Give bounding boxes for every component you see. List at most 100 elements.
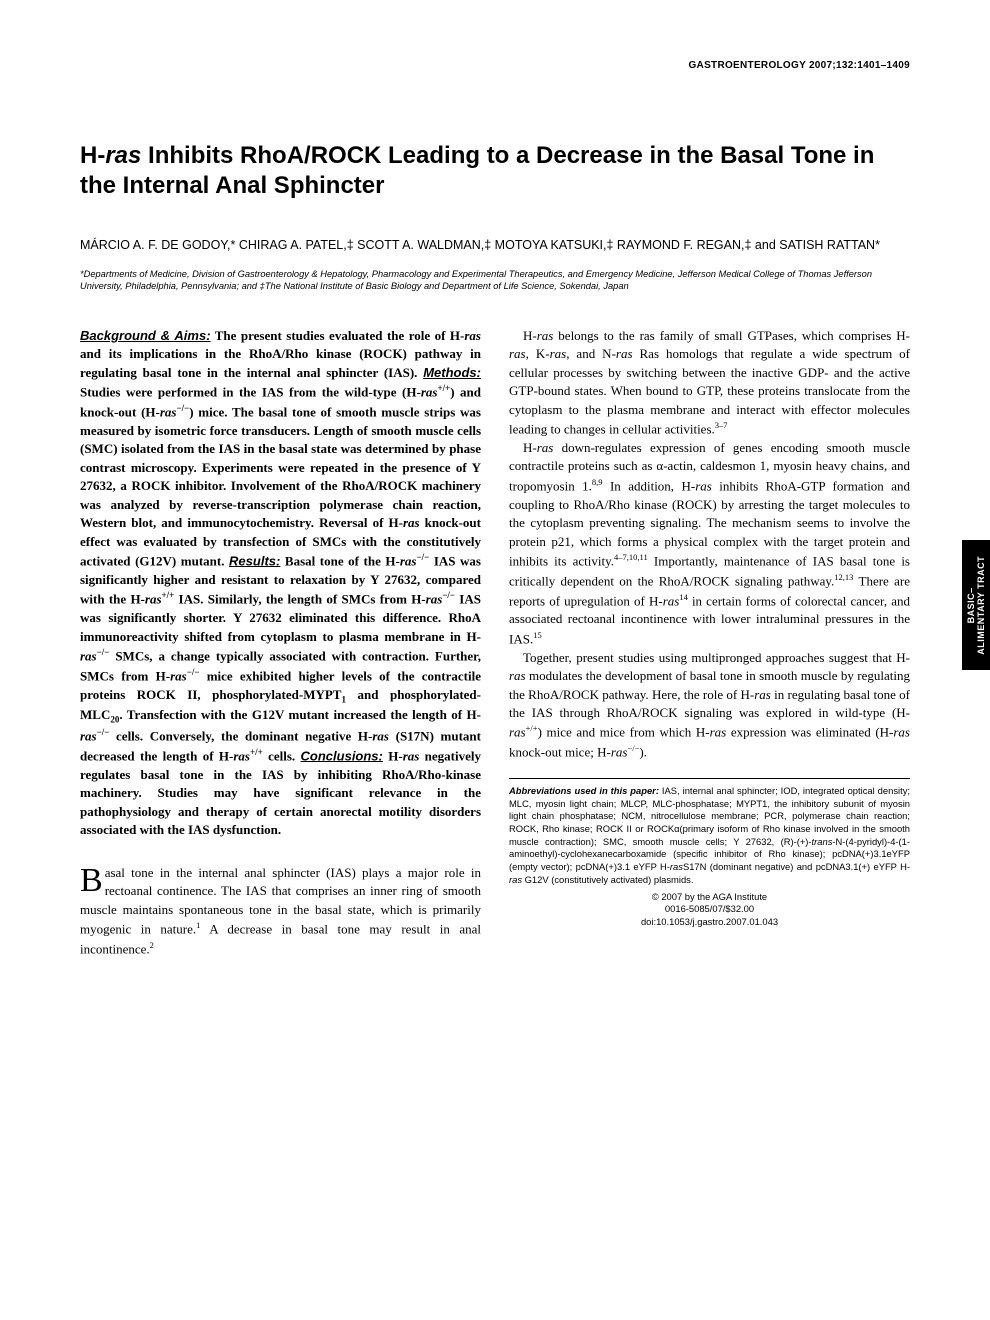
ras: ras xyxy=(509,725,526,740)
section-tab-label: BASIC– ALIMENTARY TRACT xyxy=(966,556,987,655)
abbrev-body4: G12V (constitutively activated) plasmids… xyxy=(522,874,693,885)
ref-3-7: 3–7 xyxy=(715,420,728,430)
abstract-concl-heading: Conclusions: xyxy=(301,748,383,763)
ref-15: 15 xyxy=(533,630,542,640)
ras: ras xyxy=(611,745,628,760)
sup-ko: −/− xyxy=(97,647,110,657)
tab-line1: BASIC– xyxy=(966,587,976,623)
running-head: GASTROENTEROLOGY 2007;132:1401–1409 xyxy=(80,60,910,71)
ref-2: 2 xyxy=(150,940,154,950)
intro-p4: Together, present studies using multipro… xyxy=(509,649,910,762)
abstract-r-9: cells. Conversely, the dominant negative… xyxy=(109,729,372,744)
article-title: H-ras Inhibits RhoA/ROCK Leading to a De… xyxy=(80,141,910,201)
abbrev-lead: Abbreviations used in this paper: xyxy=(509,785,659,796)
sup-wt: +/+ xyxy=(526,723,538,733)
right-column: H-ras belongs to the ras family of small… xyxy=(509,327,910,959)
abstract-c-1: H- xyxy=(383,748,403,763)
copyright-block: © 2007 by the AGA Institute 0016-5085/07… xyxy=(509,891,910,929)
ras: ras xyxy=(160,404,177,419)
sup-wt: +/+ xyxy=(437,383,450,393)
p4a: Together, present studies using multipro… xyxy=(523,650,910,665)
sup-wt: +/+ xyxy=(250,747,263,757)
intro-p2: H-ras belongs to the ras family of small… xyxy=(509,327,910,439)
copyright-line2: 0016-5085/07/$32.00 xyxy=(509,903,910,916)
tab-line2: ALIMENTARY TRACT xyxy=(976,556,986,655)
author-list: MÁRCIO A. F. DE GODOY,* CHIRAG A. PATEL,… xyxy=(80,237,910,254)
ras: ras xyxy=(509,874,522,885)
abstract-r-1: Basal tone of the H- xyxy=(280,553,400,568)
abstract-bg-2: and its implications in the RhoA/Rho kin… xyxy=(80,346,481,379)
ras: ras xyxy=(754,687,771,702)
sup-ko: −/− xyxy=(627,743,639,753)
ras: ras xyxy=(372,729,389,744)
ras: ras xyxy=(403,748,420,763)
ras: ras xyxy=(537,440,554,455)
ras: ras xyxy=(80,729,97,744)
ras: ras xyxy=(695,478,712,493)
sup-wt: +/+ xyxy=(162,590,175,600)
abbrev-body3: S17N (dominant negative) and pcDNA3.1(+)… xyxy=(683,861,910,872)
section-tab: BASIC– ALIMENTARY TRACT xyxy=(962,540,990,670)
sup-ko: −/− xyxy=(176,403,189,413)
ras: ras xyxy=(710,725,727,740)
abstract-bg-heading: Background & Aims: xyxy=(80,328,211,343)
ras: ras xyxy=(616,346,633,361)
ref-4-7-10-11: 4–7,10,11 xyxy=(614,552,648,562)
abstract-m-1: Studies were performed in the IAS from t… xyxy=(80,385,421,400)
ras: ras xyxy=(537,328,554,343)
abstract-results-heading: Results: xyxy=(229,553,280,568)
ras: ras xyxy=(170,668,187,683)
title-pre: H- xyxy=(80,142,105,169)
p2d: , and N- xyxy=(566,346,616,361)
copyright-line3: doi:10.1053/j.gastro.2007.01.043 xyxy=(509,916,910,929)
abstract: Background & Aims: The present studies e… xyxy=(80,327,481,840)
p4f: knock-out mice; H- xyxy=(509,745,611,760)
p3a: H- xyxy=(523,440,537,455)
sup-ko: −/− xyxy=(442,590,455,600)
p4d: ) mice and mice from which H- xyxy=(538,725,710,740)
ras: ras xyxy=(663,593,680,608)
ras: ras xyxy=(464,328,481,343)
ref-12-13: 12,13 xyxy=(834,572,853,582)
ras: ras xyxy=(403,515,420,530)
ras: ras xyxy=(80,648,97,663)
sup-ko: −/− xyxy=(417,552,430,562)
left-column: Background & Aims: The present studies e… xyxy=(80,327,481,959)
p4e: expression was eliminated (H- xyxy=(726,725,893,740)
title-post: Inhibits RhoA/ROCK Leading to a Decrease… xyxy=(80,142,874,199)
ras: ras xyxy=(421,385,438,400)
ras: ras xyxy=(509,346,526,361)
abstract-r-3: IAS. Similarly, the length of SMCs from … xyxy=(174,592,425,607)
p4g: ). xyxy=(639,745,647,760)
title-ital: ras xyxy=(105,142,141,169)
ras: ras xyxy=(550,346,567,361)
dropcap: B xyxy=(80,864,105,895)
intro-right: H-ras belongs to the ras family of small… xyxy=(509,327,910,762)
ras: ras xyxy=(509,668,526,683)
affiliations: *Departments of Medicine, Division of Ga… xyxy=(80,268,910,293)
abstract-r-11: cells. xyxy=(263,748,301,763)
sub-20: 20 xyxy=(110,715,119,725)
p2b: belongs to the ras family of small GTPas… xyxy=(553,328,910,343)
p2a: H- xyxy=(523,328,537,343)
intro-left: Basal tone in the internal anal sphincte… xyxy=(80,864,481,959)
intro-p3: H-ras down-regulates expression of genes… xyxy=(509,439,910,649)
p3c: In addition, H- xyxy=(603,478,696,493)
ref-8-9: 8,9 xyxy=(592,477,603,487)
ras: ras xyxy=(233,748,250,763)
p2c: , K- xyxy=(526,346,550,361)
ras: ras xyxy=(893,725,910,740)
abstract-bg-1: The present studies evaluated the role o… xyxy=(211,328,465,343)
copyright-line1: © 2007 by the AGA Institute xyxy=(509,891,910,904)
sup-ko: −/− xyxy=(187,667,200,677)
sup-ko: −/− xyxy=(97,727,110,737)
two-column-layout: Background & Aims: The present studies e… xyxy=(80,327,910,959)
trans: trans xyxy=(812,836,833,847)
ras: ras xyxy=(670,861,683,872)
ras: ras xyxy=(426,592,443,607)
abstract-r-8: . Transfection with the G12V mutant incr… xyxy=(119,707,481,722)
abstract-methods-heading: Methods: xyxy=(423,365,481,380)
ref-14: 14 xyxy=(679,592,688,602)
ras: ras xyxy=(145,592,162,607)
ras: ras xyxy=(400,553,417,568)
